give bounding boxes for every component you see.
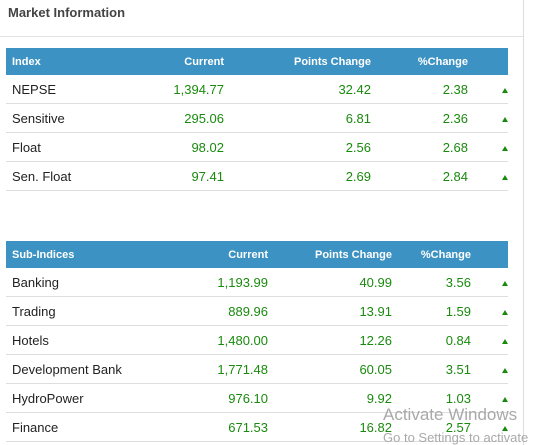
trend-cell [471,383,508,413]
table-row[interactable]: Float 98.02 2.56 2.68 [6,132,508,162]
col-header-trend [471,241,508,268]
col-header-pct-change[interactable]: %Change [417,55,468,68]
table-row[interactable]: Development Bank 1,771.48 60.05 3.51 [6,354,508,384]
row-pct-change: 0.84 [392,325,471,355]
row-points-change: 13.91 [268,296,392,326]
row-current-value: 1,394.77 [106,75,224,104]
row-current-value: 295.06 [106,103,224,133]
market-information-panel: Market Information Index Current Points … [0,0,524,445]
row-points-change: 40.99 [268,268,392,297]
row-pct-change: 2.38 [371,75,468,104]
row-points-change: 60.05 [268,354,392,384]
row-current-value: 671.53 [156,412,268,442]
triangle-up-icon [502,87,508,93]
table-row[interactable]: Finance 671.53 16.82 2.57 [6,412,508,442]
row-current-value: 889.96 [156,296,268,326]
triangle-up-icon [502,396,508,402]
row-pct-change: 2.36 [371,103,468,133]
row-current-value: 1,480.00 [156,325,268,355]
table-row[interactable]: Banking 1,193.99 40.99 3.56 [6,268,508,297]
row-points-change: 16.82 [268,412,392,442]
trend-cell [471,296,508,326]
row-name: Finance [6,412,156,442]
table-row[interactable]: HydroPower 976.10 9.92 1.03 [6,383,508,413]
triangle-up-icon [502,338,508,344]
table-row[interactable]: Hotels 1,480.00 12.26 0.84 [6,325,508,355]
triangle-up-icon [502,280,508,286]
row-name: Banking [6,268,156,297]
subindex-table: Sub-Indices Current Points Change %Chang… [6,241,508,442]
triangle-up-icon [502,425,508,431]
row-current-value: 98.02 [106,132,224,162]
triangle-up-icon [502,309,508,315]
subindex-table-header: Sub-Indices Current Points Change %Chang… [6,241,508,268]
activate-windows-watermark-subtitle: Go to Settings to activate [383,430,529,445]
trend-cell [468,132,508,162]
row-pct-change: 1.59 [392,296,471,326]
row-pct-change: 2.68 [371,132,468,162]
trend-cell [468,103,508,133]
row-current-value: 1,771.48 [156,354,268,384]
col-header-pct-change[interactable]: %Change [420,248,471,261]
table-row[interactable]: Sensitive 295.06 6.81 2.36 [6,103,508,133]
row-pct-change: 2.57 [392,412,471,442]
row-pct-change: 1.03 [392,383,471,413]
trend-cell [471,325,508,355]
row-pct-change: 3.56 [392,268,471,297]
triangle-up-icon [502,145,508,151]
row-current-value: 97.41 [106,161,224,191]
row-current-value: 976.10 [156,383,268,413]
row-name: Float [6,132,106,162]
row-name: NEPSE [6,75,106,104]
col-header-sub-indices[interactable]: Sub-Indices [12,248,75,261]
row-points-change: 6.81 [224,103,371,133]
table-row[interactable]: Trading 889.96 13.91 1.59 [6,296,508,326]
row-name: Hotels [6,325,156,355]
table-row[interactable]: NEPSE 1,394.77 32.42 2.38 [6,75,508,104]
triangle-up-icon [502,116,508,122]
trend-cell [468,161,508,191]
row-points-change: 32.42 [224,75,371,104]
trend-cell [468,75,508,104]
row-points-change: 9.92 [268,383,392,413]
col-header-trend [468,48,508,75]
row-name: Sen. Float [6,161,106,191]
panel-title: Market Information [8,5,126,20]
col-header-index[interactable]: Index [12,55,41,68]
row-points-change: 2.56 [224,132,371,162]
table-row[interactable]: Sen. Float 97.41 2.69 2.84 [6,161,508,191]
index-table: Index Current Points Change %Change NEPS… [6,48,508,191]
row-pct-change: 3.51 [392,354,471,384]
col-header-current[interactable]: Current [184,55,224,68]
col-header-points-change[interactable]: Points Change [314,248,392,261]
panel-header: Market Information [0,0,523,37]
activate-windows-watermark-title: Activate Windows [383,405,518,424]
col-header-current[interactable]: Current [228,248,268,261]
trend-cell [471,412,508,442]
col-header-points-change[interactable]: Points Change [293,55,371,68]
row-pct-change: 2.84 [371,161,468,191]
triangle-up-icon [502,174,508,180]
triangle-up-icon [502,367,508,373]
trend-cell [471,268,508,297]
row-current-value: 1,193.99 [156,268,268,297]
row-name: Sensitive [6,103,106,133]
row-name: HydroPower [6,383,156,413]
row-points-change: 2.69 [224,161,371,191]
row-name: Development Bank [6,354,156,384]
row-points-change: 12.26 [268,325,392,355]
row-name: Trading [6,296,156,326]
trend-cell [471,354,508,384]
index-table-header: Index Current Points Change %Change [6,48,508,75]
